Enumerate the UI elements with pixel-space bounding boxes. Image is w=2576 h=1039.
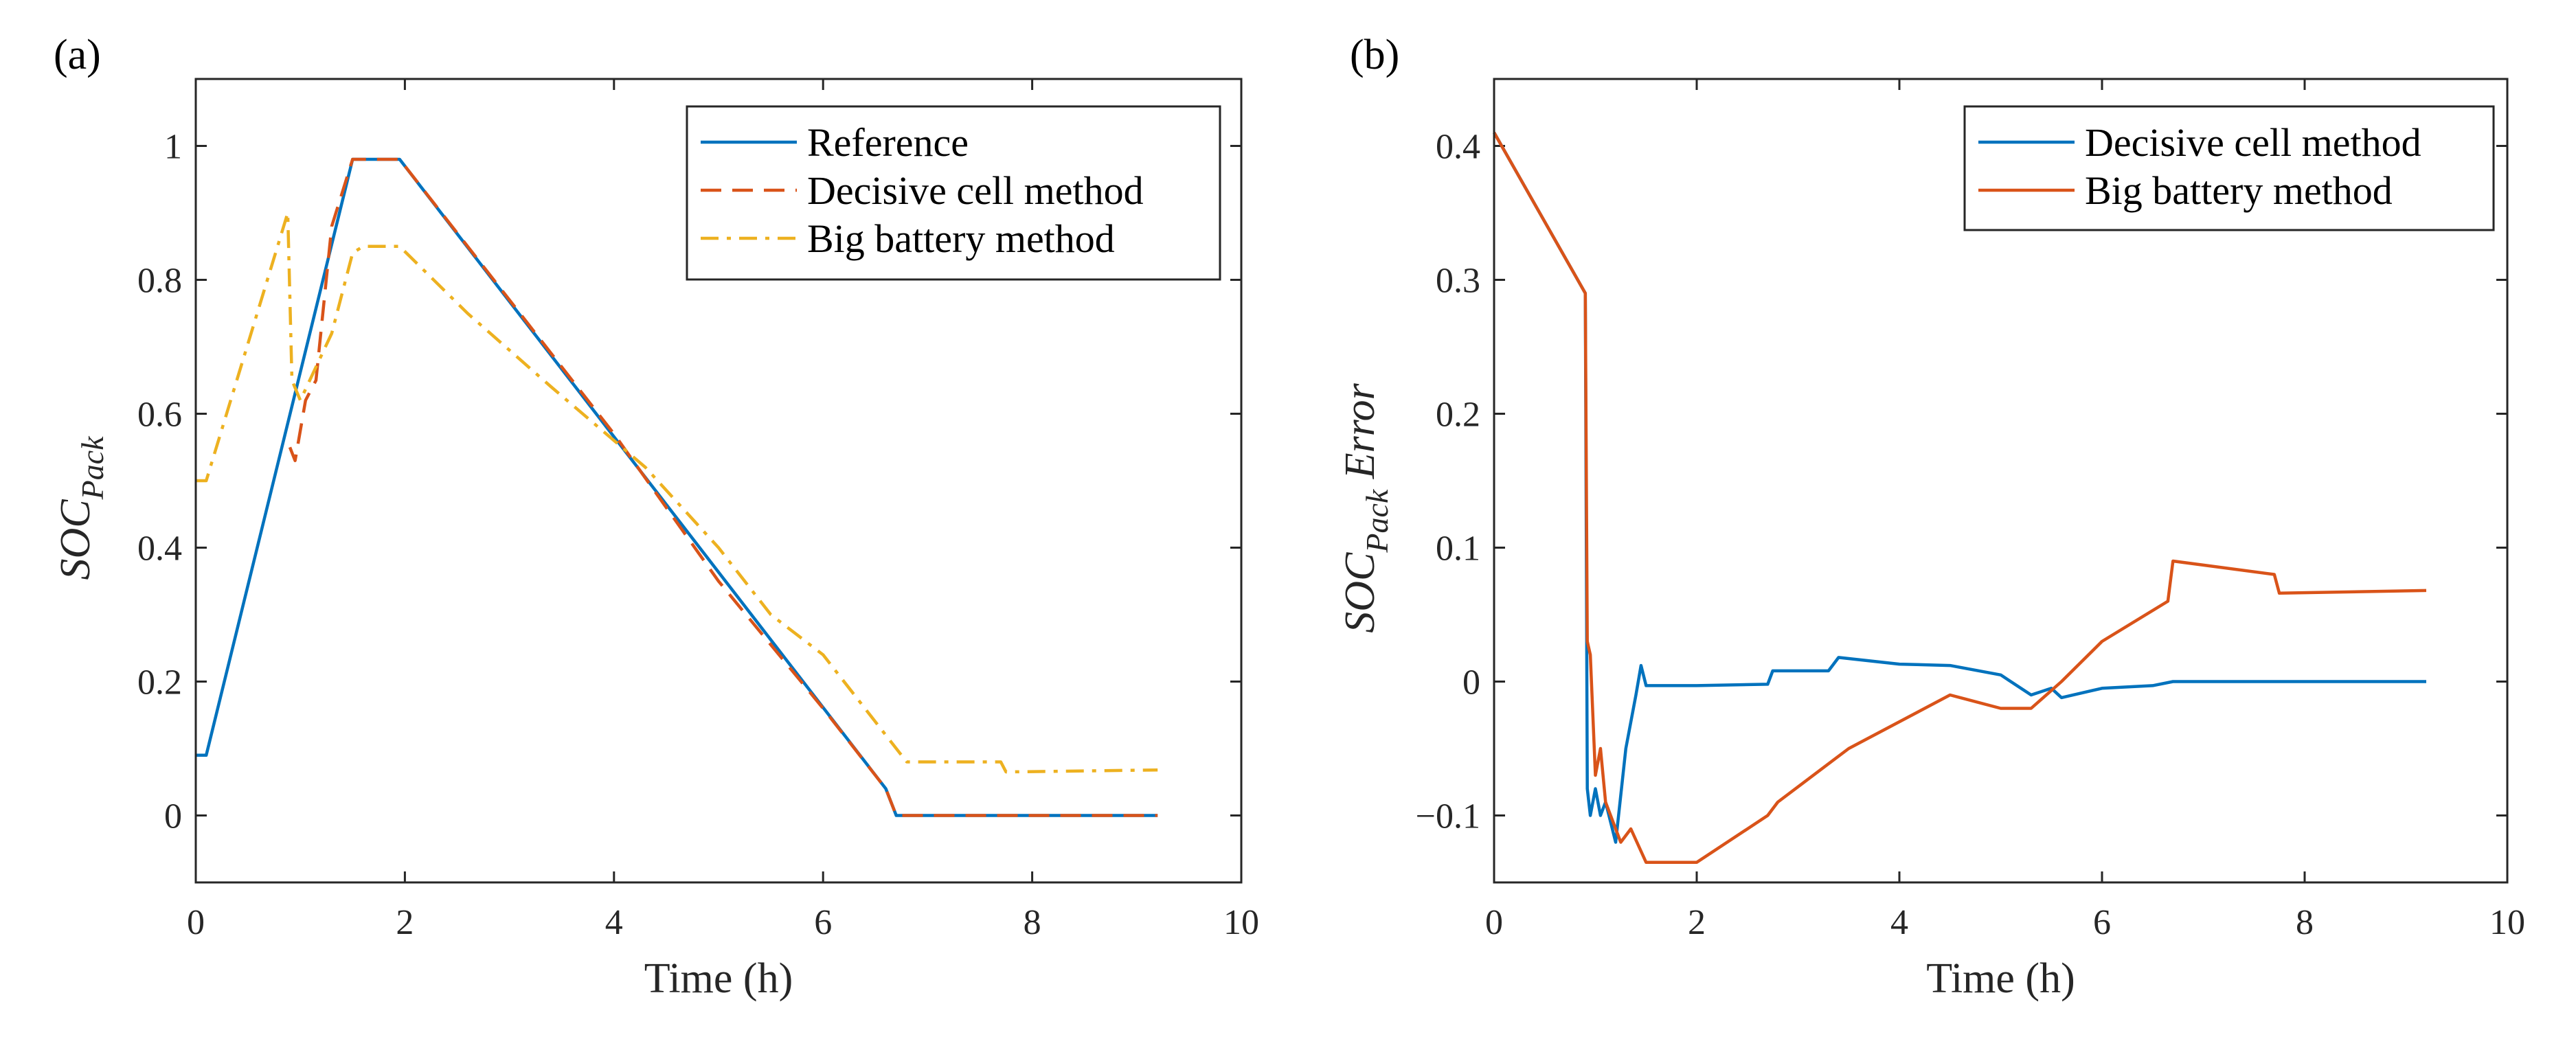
y-tick-label: 0.2 — [1436, 396, 1480, 435]
y-axis-label-main: SOC — [1337, 552, 1383, 633]
y-tick-label: 0.4 — [1436, 128, 1480, 167]
legend-box — [686, 105, 1221, 281]
y-tick-label: 0.6 — [137, 396, 182, 435]
legend-entry: Decisive cell method — [2085, 120, 2421, 165]
x-tick-label: 2 — [396, 903, 414, 942]
y-axis-label-main: SOC — [52, 499, 99, 580]
x-tick-label: 8 — [2296, 903, 2314, 942]
series-line-3 — [196, 211, 1158, 774]
series-line-2 — [288, 157, 1158, 817]
x-axis-label: Time (h) — [644, 955, 793, 1002]
x-tick-label: 6 — [2093, 903, 2111, 942]
x-tick-label: 8 — [1024, 903, 1041, 942]
x-tick-label: 10 — [2489, 903, 2525, 942]
y-axis-label-subscript: Pack — [1359, 488, 1394, 553]
y-axis-label: SOCPack Error — [1337, 383, 1394, 632]
x-axis-label: Time (h) — [1926, 955, 2075, 1002]
y-tick-label: −0.1 — [1416, 797, 1480, 836]
x-tick-label: 0 — [1485, 903, 1503, 942]
axes-box — [194, 78, 1243, 884]
x-tick-label: 4 — [1890, 903, 1908, 942]
legend-entry: Reference — [807, 120, 969, 165]
y-tick-label: 0.4 — [137, 529, 182, 569]
x-tick-label: 2 — [1688, 903, 1706, 942]
x-tick-label: 10 — [1223, 903, 1259, 942]
x-tick-label: 4 — [605, 903, 623, 942]
y-axis-label-subscript: Pack — [75, 435, 110, 501]
legend-box — [1963, 105, 2495, 231]
panel-label: (a) — [54, 32, 101, 78]
series-line-2 — [1493, 131, 2427, 865]
y-axis-label-suffix: Error — [1337, 383, 1383, 489]
legend-entry: Big battery method — [807, 216, 1115, 261]
legend-entry: Decisive cell method — [807, 168, 1144, 213]
panel-label: (b) — [1350, 32, 1399, 78]
y-tick-label: 0 — [164, 797, 182, 836]
y-tick-label: 1 — [164, 128, 182, 167]
y-tick-label: 0.1 — [1436, 529, 1480, 569]
y-tick-label: 0 — [1462, 663, 1480, 703]
y-axis-label: SOCPack — [52, 435, 110, 580]
x-tick-label: 0 — [187, 903, 205, 942]
chart-panel-a: (a) 0 2 4 6 8 10 0 0.2 0.4 0.6 0.8 1 Time (h) SOCPack R… — [52, 32, 1259, 1002]
legend-entry: Big battery method — [2085, 168, 2393, 213]
y-tick-label: 0.2 — [137, 663, 182, 703]
axes-box — [1493, 78, 2509, 884]
y-tick-label: 0.8 — [137, 262, 182, 301]
series-line-1 — [1493, 131, 2426, 844]
chart-panel-b: (b) 0 2 4 6 8 10 −0.1 0 0.1 0.2 0.3 0.4 Time (h) SOCPa… — [1337, 32, 2525, 1002]
y-tick-label: 0.3 — [1436, 262, 1480, 301]
x-tick-label: 6 — [814, 903, 832, 942]
